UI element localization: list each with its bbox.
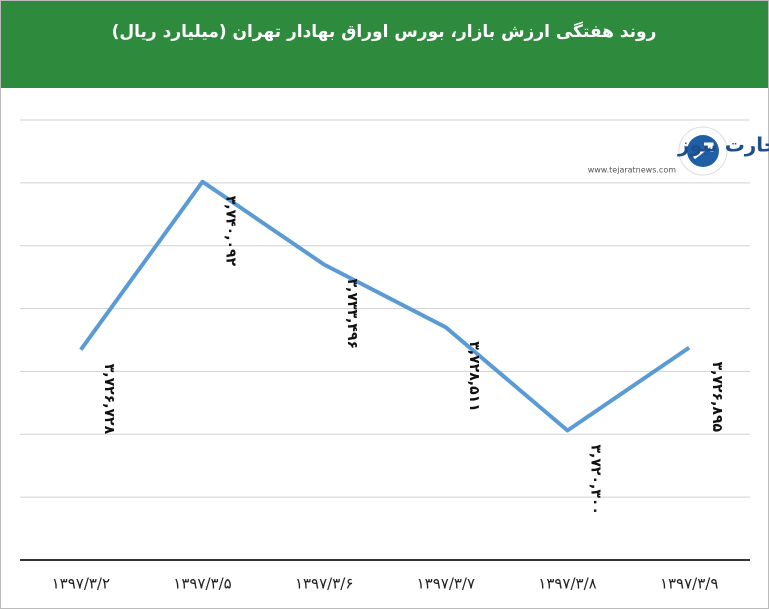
value-label: ۳,۷۳۳,۴۹۶ xyxy=(344,279,360,349)
value-label: ۳,۷۴۰,۰۹۲ xyxy=(223,196,239,267)
brand: تجارت نیوز xyxy=(677,133,769,157)
x-tick-label: ۱۳۹۷/۳/۲ xyxy=(52,575,110,593)
logo-arrow xyxy=(693,142,714,160)
x-tick-label: ۱۳۹۷/۳/۶ xyxy=(295,575,353,593)
value-label: ۳,۷۲۰,۳۰۰ xyxy=(588,445,604,515)
x-tick-label: ۱۳۹۷/۳/۹ xyxy=(660,575,718,593)
logo: تجارت نیوز www.tejaratnews.com xyxy=(588,126,769,176)
value-label: ۳,۷۲۶,۸۹۵ xyxy=(709,362,725,433)
x-tick-label: ۱۳۹۷/۳/۷ xyxy=(417,575,475,593)
value-label: ۳,۷۲۶,۷۲۸ xyxy=(101,364,117,435)
value-label: ۳,۷۲۸,۵۱۱ xyxy=(466,341,482,411)
line xyxy=(79,179,691,433)
x-tick-label: ۱۳۹۷/۳/۵ xyxy=(173,575,231,593)
x-tick-label: ۱۳۹۷/۳/۸ xyxy=(538,575,596,593)
header xyxy=(1,1,768,88)
chart-title: روند هفتگی ارزش بازار، بورس اوراق بهادار… xyxy=(112,21,657,42)
website: www.tejaratnews.com xyxy=(588,166,676,175)
